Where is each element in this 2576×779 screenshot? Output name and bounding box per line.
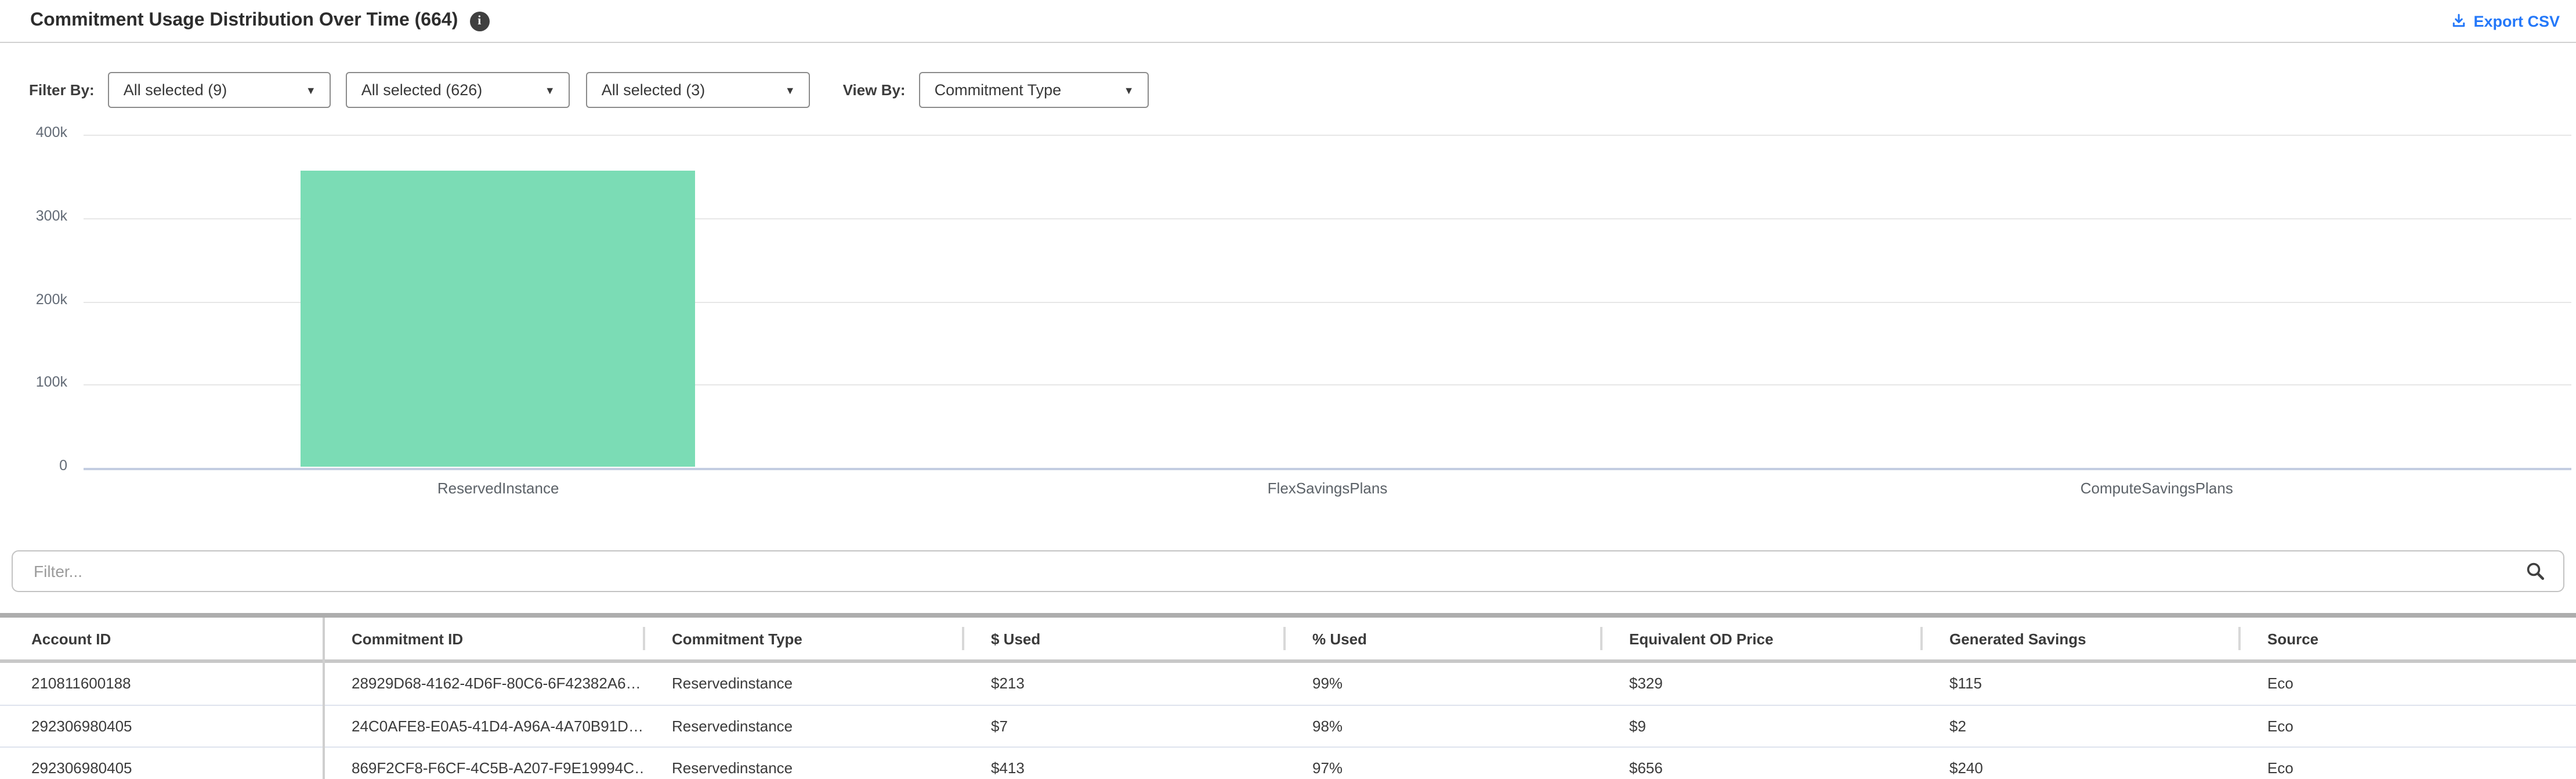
cell-source: Eco (2267, 675, 2293, 693)
y-tick-label: 400k (35, 124, 67, 140)
chart-plot (84, 135, 2571, 470)
cell-dollars-used: $413 (991, 759, 1025, 777)
column-header-equivalent-od-price[interactable]: Equivalent OD Price (1600, 618, 1920, 659)
cell-commitment-id: 869F2CF8-F6CF-4C5B-A207-F9E19994C… (352, 759, 643, 777)
info-icon[interactable]: i (469, 11, 490, 31)
cell-equivalent-od-price: $656 (1629, 759, 1663, 777)
gridline (84, 218, 2571, 219)
caret-down-icon: ▼ (544, 84, 555, 96)
frozen-column-divider (323, 618, 324, 779)
cell-equivalent-od-price: $9 (1629, 717, 1646, 735)
cell-account-id: 292306980405 (31, 717, 132, 735)
cell-commitment-id: 24C0AFE8-E0A5-41D4-A96A-4A70B91D… (352, 717, 643, 735)
cell-percent-used: 97% (1312, 759, 1343, 777)
caret-down-icon: ▼ (784, 84, 795, 96)
x-axis-line (84, 468, 2571, 470)
view-by-dropdown-value: Commitment Type (934, 81, 1062, 99)
cell-equivalent-od-price: $329 (1629, 675, 1663, 693)
filter-bar: Filter By: All selected (9) ▼ All select… (0, 72, 2576, 108)
cell-generated-savings: $240 (1949, 759, 1983, 777)
page-title: Commitment Usage Distribution Over Time … (30, 10, 458, 30)
y-tick-label: 200k (35, 291, 67, 307)
cell-source: Eco (2267, 717, 2293, 735)
column-header-percent-used[interactable]: % Used (1283, 618, 1600, 659)
y-tick-label: 300k (35, 207, 67, 224)
filter-by-label: Filter By: (29, 81, 95, 99)
download-icon (2452, 13, 2465, 27)
usage-bar-chart: 400k 300k 200k 100k 0 ReservedInstance FlexSa… (0, 124, 2576, 506)
search-icon[interactable] (2525, 561, 2546, 587)
column-header-account-id[interactable]: Account ID (31, 630, 111, 647)
filter-dropdown-3[interactable]: All selected (3) ▼ (586, 72, 811, 108)
y-tick-label: 100k (35, 374, 67, 391)
filter-dropdown-2-value: All selected (626) (361, 81, 483, 99)
export-csv-label: Export CSV (2473, 12, 2560, 30)
cell-commitment-type: Reservedinstance (672, 717, 793, 735)
cell-commitment-type: Reservedinstance (672, 675, 793, 693)
gridline (84, 301, 2571, 302)
cell-generated-savings: $2 (1949, 717, 1966, 735)
cell-dollars-used: $213 (991, 675, 1025, 693)
filter-dropdown-3-value: All selected (3) (601, 81, 705, 99)
gridline (84, 135, 2571, 136)
export-csv-button[interactable]: Export CSV (2450, 12, 2560, 30)
column-header-commitment-id[interactable]: Commitment ID (323, 618, 643, 659)
view-by-dropdown[interactable]: Commitment Type ▼ (919, 72, 1149, 108)
cell-account-id: 210811600188 (31, 675, 131, 693)
commitments-table: Account ID Commitment ID Commitment Type… (0, 613, 2576, 779)
filter-dropdown-1[interactable]: All selected (9) ▼ (108, 72, 331, 108)
cell-percent-used: 98% (1312, 717, 1343, 735)
table-row: 292306980405 24C0AFE8-E0A5-41D4-A96A-4A70… (0, 705, 2576, 748)
column-header-dollars-used[interactable]: $ Used (962, 618, 1283, 659)
x-tick-label: ReservedInstance (437, 479, 559, 497)
table-filter (12, 550, 2564, 592)
y-tick-label: 0 (59, 457, 67, 474)
table-body: 210811600188 28929D68-4162-4D6F-80C6-6F42… (0, 663, 2576, 779)
caret-down-icon: ▼ (305, 84, 316, 96)
panel-header: Commitment Usage Distribution Over Time … (0, 0, 2576, 43)
bar-ReservedInstance[interactable] (301, 170, 696, 467)
cell-source: Eco (2267, 759, 2293, 777)
table-row: 210811600188 28929D68-4162-4D6F-80C6-6F42… (0, 663, 2576, 705)
cell-commitment-id: 28929D68-4162-4D6F-80C6-6F42382A6… (352, 675, 641, 693)
filter-dropdown-1-value: All selected (9) (123, 81, 227, 99)
cell-percent-used: 99% (1312, 675, 1343, 693)
cell-commitment-type: Reservedinstance (672, 759, 793, 777)
table-header-row: Account ID Commitment ID Commitment Type… (0, 618, 2576, 663)
table-filter-input[interactable] (12, 550, 2564, 592)
view-by-label: View By: (842, 81, 906, 99)
caret-down-icon: ▼ (1123, 84, 1134, 96)
x-tick-label: FlexSavingsPlans (1267, 479, 1388, 497)
cell-dollars-used: $7 (991, 717, 1008, 735)
filter-dropdown-2[interactable]: All selected (626) ▼ (346, 72, 570, 108)
column-header-commitment-type[interactable]: Commitment Type (643, 618, 962, 659)
table-row: 292306980405 869F2CF8-F6CF-4C5B-A207-F9E1… (0, 748, 2576, 779)
cell-generated-savings: $115 (1949, 675, 1982, 693)
x-tick-label: ComputeSavingsPlans (2080, 479, 2233, 497)
column-header-generated-savings[interactable]: Generated Savings (1920, 618, 2238, 659)
column-header-source[interactable]: Source (2238, 618, 2576, 659)
cell-account-id: 292306980405 (31, 759, 132, 777)
gridline (84, 384, 2571, 386)
